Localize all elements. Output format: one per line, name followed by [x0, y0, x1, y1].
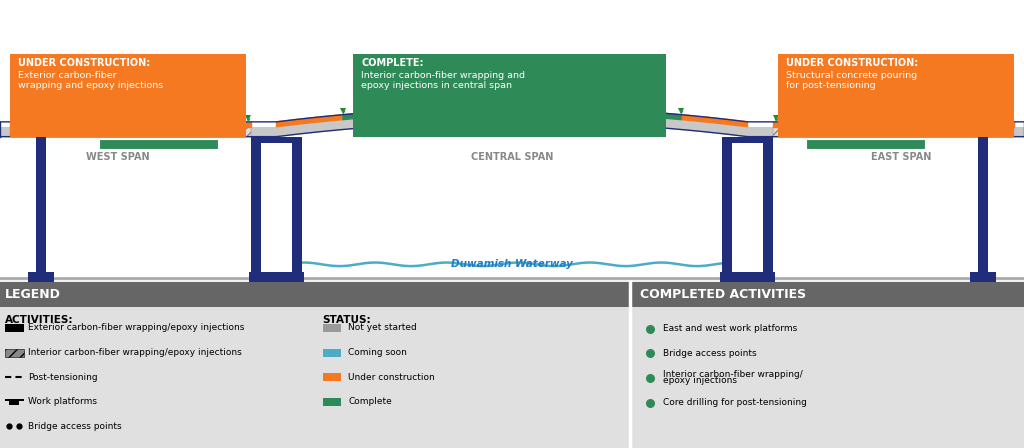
Text: ACTIVITIES:: ACTIVITIES:: [5, 315, 74, 325]
Bar: [723, 143, 731, 273]
Text: Interior carbon-fiber wrapping/epoxy injections: Interior carbon-fiber wrapping/epoxy inj…: [28, 348, 242, 357]
Text: PIER 15: PIER 15: [18, 287, 63, 297]
Text: Duwamish Waterway: Duwamish Waterway: [451, 259, 573, 269]
Bar: [0, 307, 1024, 448]
Bar: [970, 272, 996, 282]
Polygon shape: [773, 122, 1014, 127]
Bar: [720, 272, 775, 282]
Polygon shape: [681, 115, 748, 127]
Bar: [353, 54, 666, 137]
Bar: [778, 54, 1014, 137]
Text: Complete: Complete: [348, 397, 392, 406]
Text: Structural concrete pouring
for post-tensioning: Structural concrete pouring for post-ten…: [786, 71, 918, 90]
Text: UNDER CONSTRUCTION:: UNDER CONSTRUCTION:: [18, 58, 151, 68]
Text: Not yet started: Not yet started: [348, 323, 417, 332]
Text: Interior carbon-fiber wrapping and
epoxy injections in central span: Interior carbon-fiber wrapping and epoxy…: [361, 71, 525, 90]
Polygon shape: [0, 113, 1024, 137]
Bar: [293, 143, 302, 273]
Bar: [764, 143, 773, 273]
Polygon shape: [773, 127, 1014, 137]
Bar: [37, 137, 46, 273]
Bar: [323, 324, 341, 332]
Bar: [723, 137, 773, 143]
Bar: [0, 0, 1024, 278]
Bar: [9, 401, 19, 405]
Bar: [323, 349, 341, 357]
Bar: [5, 399, 24, 401]
Text: PIER 16: PIER 16: [254, 287, 299, 297]
Text: EAST SPAN: EAST SPAN: [871, 152, 931, 162]
Text: UNDER CONSTRUCTION:: UNDER CONSTRUCTION:: [786, 58, 919, 68]
Text: WEST SPAN: WEST SPAN: [86, 152, 150, 162]
Text: Coming soon: Coming soon: [348, 348, 407, 357]
Bar: [252, 137, 301, 143]
Bar: [323, 398, 341, 406]
Polygon shape: [10, 127, 251, 137]
Text: Bridge access points: Bridge access points: [28, 422, 121, 431]
Bar: [0, 282, 1024, 307]
Text: East and west work platforms: East and west work platforms: [663, 324, 797, 333]
Text: Exterior carbon-fiber
wrapping and epoxy injections: Exterior carbon-fiber wrapping and epoxy…: [18, 71, 164, 90]
Text: Bridge access points: Bridge access points: [663, 349, 756, 358]
Bar: [323, 373, 341, 381]
Text: STATUS:: STATUS:: [323, 315, 371, 325]
Bar: [979, 137, 987, 273]
Text: COMPLETE:: COMPLETE:: [361, 58, 424, 68]
Polygon shape: [276, 115, 343, 127]
Bar: [252, 143, 260, 273]
Text: Under construction: Under construction: [348, 373, 435, 382]
Text: Work platforms: Work platforms: [28, 397, 96, 406]
Bar: [28, 272, 54, 282]
Text: PIER 18: PIER 18: [961, 287, 1006, 297]
Text: epoxy injections: epoxy injections: [663, 376, 736, 385]
Bar: [5, 324, 24, 332]
Text: Exterior carbon-fiber wrapping/epoxy injections: Exterior carbon-fiber wrapping/epoxy inj…: [28, 323, 244, 332]
Bar: [99, 139, 218, 149]
Bar: [249, 272, 304, 282]
Text: Post-tensioning: Post-tensioning: [28, 373, 97, 382]
Text: Interior carbon-fiber wrapping/: Interior carbon-fiber wrapping/: [663, 370, 802, 379]
Text: LEGEND: LEGEND: [5, 288, 61, 301]
Bar: [806, 139, 925, 149]
Bar: [5, 349, 24, 357]
Polygon shape: [343, 107, 681, 120]
Text: COMPLETED ACTIVITIES: COMPLETED ACTIVITIES: [640, 288, 806, 301]
Text: CENTRAL SPAN: CENTRAL SPAN: [471, 152, 553, 162]
Bar: [10, 54, 246, 137]
Polygon shape: [10, 122, 251, 127]
Text: PIER 17: PIER 17: [725, 287, 770, 297]
Text: Core drilling for post-tensioning: Core drilling for post-tensioning: [663, 398, 807, 407]
